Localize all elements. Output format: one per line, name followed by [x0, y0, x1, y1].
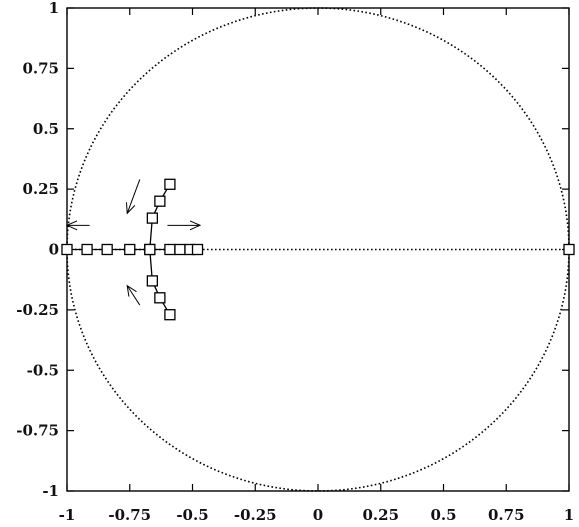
- x-tick-label: -0.75: [108, 506, 151, 524]
- data-markers: [61, 178, 575, 321]
- arrow-down-head: [126, 202, 136, 215]
- square-marker: [144, 243, 156, 256]
- direction-arrows: [65, 179, 202, 306]
- arrow-right-head: [189, 220, 202, 231]
- square-marker: [154, 195, 166, 207]
- y-tick-label: -0.75: [16, 422, 59, 440]
- y-tick-label: 0: [49, 241, 59, 259]
- y-tick-label: 1: [49, 0, 59, 17]
- arrow-up-head: [126, 284, 137, 297]
- y-tick-labels: 1 0.75 0.5 0.25 0 -0.25 -0.5 -0.75 -1: [16, 0, 59, 500]
- x-tick-label: 0.5: [430, 506, 456, 524]
- y-tick-label: 0.5: [33, 120, 59, 138]
- square-marker: [61, 243, 73, 256]
- x-tick-labels: -1 -0.75 -0.5 -0.25 0 0.25 0.5 0.75 1: [59, 506, 575, 524]
- square-marker: [191, 243, 204, 256]
- x-tick-label: -0.25: [234, 506, 277, 524]
- square-marker: [154, 292, 166, 304]
- x-tick-label: 0.75: [488, 506, 525, 524]
- y-tick-label: -1: [42, 482, 59, 500]
- x-tick-label: -1: [59, 506, 76, 524]
- x-tick-label: -0.5: [176, 506, 208, 524]
- square-marker: [563, 243, 575, 256]
- x-tick-label: 1: [564, 506, 574, 524]
- y-tick-label: -0.25: [16, 301, 59, 319]
- y-tick-label: 0.25: [22, 180, 59, 198]
- square-marker: [164, 178, 176, 190]
- y-tick-label: 0.75: [22, 59, 59, 77]
- square-marker: [146, 212, 158, 224]
- square-marker: [146, 275, 158, 287]
- arrow-left-head: [65, 220, 78, 231]
- square-marker: [164, 243, 176, 256]
- y-tick-label: -0.5: [27, 361, 59, 379]
- square-marker: [164, 309, 176, 321]
- square-marker: [101, 243, 113, 256]
- square-marker: [81, 243, 93, 256]
- x-tick-label: 0: [313, 506, 323, 524]
- square-marker: [174, 243, 186, 256]
- arrow-up-shaft: [126, 285, 141, 306]
- square-marker: [124, 243, 136, 256]
- arrow-down-shaft: [126, 179, 141, 214]
- x-tick-label: 0.25: [362, 506, 399, 524]
